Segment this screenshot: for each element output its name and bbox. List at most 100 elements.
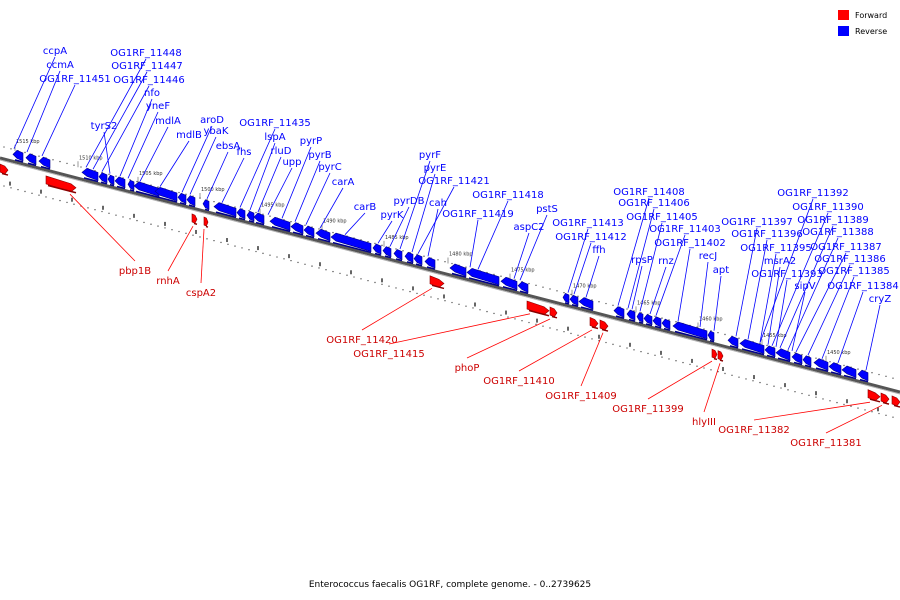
scale-label: 1470 kbp bbox=[573, 284, 597, 290]
gene-label-pyrb: pyrB bbox=[308, 150, 331, 161]
gene-label-og1rf-11446: OG1RF_11446 bbox=[113, 75, 185, 86]
forward-gene-arrow bbox=[589, 316, 599, 330]
gene-label-aspc2: aspC2 bbox=[513, 222, 544, 233]
reverse-gene-arrow bbox=[253, 212, 265, 226]
gene-label-og1rf-11397: OG1RF_11397 bbox=[721, 217, 793, 228]
gene-label-og1rf-11385: OG1RF_11385 bbox=[818, 266, 890, 277]
gene-label-og1rf-11389: OG1RF_11389 bbox=[797, 215, 869, 226]
gene-label-og1rf-11392: OG1RF_11392 bbox=[777, 188, 849, 199]
reverse-gene-arrow bbox=[177, 192, 187, 206]
gene-label-og1rf-11421: OG1RF_11421 bbox=[418, 176, 490, 187]
gene-label-mdlb: mdlB bbox=[176, 130, 202, 141]
gene-label-sipv: sipV bbox=[794, 281, 815, 292]
genome-caption: Enterococcus faecalis OG1RF, complete ge… bbox=[309, 580, 591, 590]
reverse-gene-arrow bbox=[500, 276, 518, 292]
reverse-gene-arrow bbox=[466, 268, 500, 287]
gene-label-og1rf-11408: OG1RF_11408 bbox=[613, 187, 685, 198]
legend-reverse-label: Reverse bbox=[855, 27, 887, 36]
gene-label-rlud: rluD bbox=[271, 146, 292, 157]
gene-label-carb: carB bbox=[354, 202, 377, 213]
gene-label-rnha: rnhA bbox=[156, 276, 180, 287]
gene-label-og1rf-11390: OG1RF_11390 bbox=[792, 202, 864, 213]
gene-label-og1rf-11405: OG1RF_11405 bbox=[626, 212, 698, 223]
gene-label-ebsa: ebsA bbox=[216, 141, 241, 152]
reverse-gene-arrow bbox=[857, 369, 869, 383]
scale-label: 1480 kbp bbox=[449, 251, 473, 257]
reverse-gene-arrow bbox=[25, 153, 37, 167]
reverse-gene-arrow bbox=[330, 232, 372, 254]
reverse-gene-arrow bbox=[652, 316, 662, 329]
gene-label-og1rf-11386: OG1RF_11386 bbox=[814, 254, 886, 265]
reverse-strand-genes bbox=[12, 150, 869, 383]
gene-label-og1rf-11415: OG1RF_11415 bbox=[353, 349, 425, 360]
gene-label-og1rf-11418: OG1RF_11418 bbox=[472, 190, 544, 201]
forward-gene-arrow bbox=[0, 163, 9, 176]
gene-label-pyre: pyrE bbox=[424, 163, 447, 174]
forward-gene-arrow bbox=[891, 395, 900, 408]
forward-gene-arrow bbox=[429, 275, 445, 290]
reverse-gene-arrow bbox=[791, 352, 803, 366]
reverse-gene-arrow bbox=[12, 150, 24, 163]
forward-gene-arrow bbox=[526, 300, 550, 317]
gene-label-pyrc: pyrC bbox=[318, 162, 341, 173]
reverse-gene-arrow bbox=[202, 199, 210, 212]
scale-label: 1465 kbp bbox=[637, 300, 661, 306]
gene-label-pyrp: pyrP bbox=[300, 136, 322, 147]
gene-label-apt: apt bbox=[713, 265, 729, 276]
reverse-gene-arrow bbox=[404, 251, 414, 265]
reverse-gene-arrow bbox=[626, 309, 636, 322]
reverse-gene-arrow bbox=[246, 210, 255, 223]
reverse-gene-arrow bbox=[578, 297, 594, 311]
reverse-gene-arrow bbox=[841, 365, 857, 380]
gene-label-og1rf-11396: OG1RF_11396 bbox=[731, 229, 803, 240]
reverse-gene-arrow bbox=[643, 314, 653, 327]
reverse-gene-arrow bbox=[802, 355, 812, 368]
forward-gene-arrow bbox=[203, 216, 209, 228]
reverse-gene-arrow bbox=[114, 176, 126, 190]
gene-label-og1rf-11388: OG1RF_11388 bbox=[802, 227, 874, 238]
reverse-gene-arrow bbox=[413, 254, 423, 267]
reverse-gene-arrow bbox=[236, 208, 246, 221]
reverse-gene-arrow bbox=[213, 202, 237, 219]
reverse-gene-arrow bbox=[81, 167, 99, 183]
gene-label-cah: cah bbox=[429, 198, 447, 209]
reverse-gene-arrow bbox=[813, 358, 829, 373]
gene-label-cspa2: cspA2 bbox=[186, 288, 216, 299]
reverse-gene-arrow bbox=[424, 257, 436, 270]
gene-label-mdla: mdlA bbox=[155, 116, 181, 127]
forward-gene-arrow bbox=[717, 350, 724, 362]
scale-label: 1450 kbp bbox=[827, 350, 851, 356]
forward-gene-arrow bbox=[880, 392, 890, 405]
gene-label-ybak: ybaK bbox=[204, 126, 229, 137]
gene-label-og1rf-11384: OG1RF_11384 bbox=[827, 281, 899, 292]
legend-forward-swatch bbox=[838, 10, 849, 20]
gene-label-og1rf-11402: OG1RF_11402 bbox=[654, 238, 726, 249]
reverse-gene-arrow bbox=[315, 228, 331, 243]
gene-label-fhs: fhs bbox=[236, 147, 251, 158]
forward-gene-arrow bbox=[191, 213, 198, 225]
reverse-gene-arrow bbox=[98, 172, 108, 185]
gene-label-lspa: lspA bbox=[264, 132, 285, 143]
gene-label-cara: carA bbox=[332, 177, 355, 188]
reverse-gene-arrow bbox=[290, 222, 304, 236]
scale-label: 1505 kbp bbox=[139, 171, 163, 177]
scale-label: 1490 kbp bbox=[323, 219, 347, 225]
gene-label-pyrf: pyrF bbox=[419, 150, 441, 161]
scale-label: 1485 kbp bbox=[385, 235, 409, 241]
reverse-gene-arrow bbox=[449, 263, 467, 278]
gene-label-og1rf-11412: OG1RF_11412 bbox=[555, 232, 627, 243]
gene-label-og1rf-11420: OG1RF_11420 bbox=[326, 335, 398, 346]
gene-label-og1rf-11451: OG1RF_11451 bbox=[39, 74, 111, 85]
gene-label-og1rf-11435: OG1RF_11435 bbox=[239, 118, 311, 129]
reverse-gene-arrow bbox=[38, 156, 51, 170]
scale-label: 1475 kbp bbox=[511, 268, 535, 274]
gene-label-ccpa: ccpA bbox=[43, 46, 67, 57]
reverse-gene-arrow bbox=[672, 321, 708, 341]
reverse-gene-arrow bbox=[727, 335, 739, 349]
reverse-gene-arrow bbox=[269, 216, 291, 233]
gene-label-rnz: rnz bbox=[658, 256, 674, 267]
reverse-gene-arrow bbox=[186, 195, 196, 208]
gene-label-pyrk: pyrK bbox=[381, 210, 404, 221]
gene-labels: ccpA ccmA OG1RF_11451 OG1RF_11448 OG1RF_1144… bbox=[13, 46, 899, 449]
